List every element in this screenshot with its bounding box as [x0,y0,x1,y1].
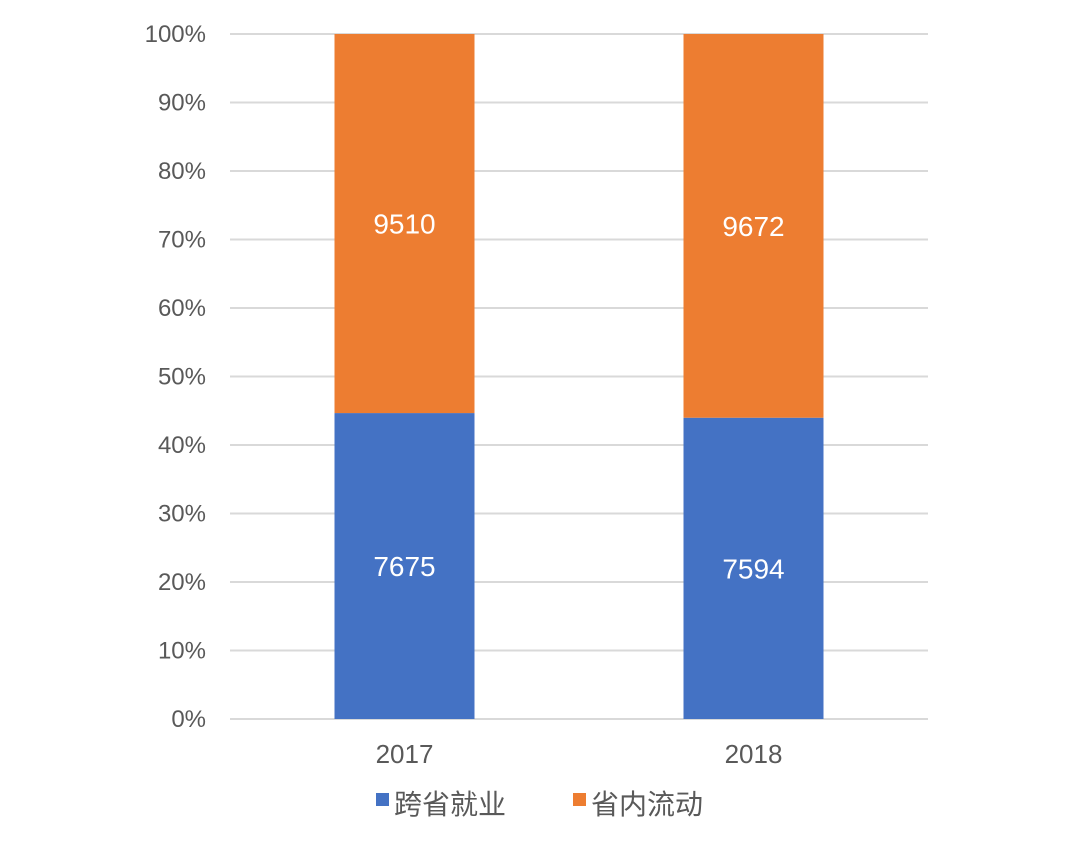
x-category-label: 2017 [376,739,434,769]
x-axis-categories: 2017 2018 [376,739,783,769]
data-labels: 7675 9510 7594 9672 [373,209,784,585]
y-tick-label: 0% [171,706,206,733]
bar-segment [683,417,824,719]
legend-swatch [573,793,586,806]
data-label: 9672 [722,211,784,242]
data-label: 7675 [373,551,435,582]
data-label: 9510 [373,209,435,240]
legend-label: 省内流动 [591,789,703,820]
y-tick-label: 70% [158,227,206,254]
y-tick-label: 20% [158,569,206,596]
y-axis-ticks: 0% 10% 20% 30% 40% 50% 60% 70% 80% 90% 100% [145,21,206,733]
y-tick-label: 10% [158,638,206,665]
legend: 跨省就业 省内流动 [376,789,703,820]
y-tick-label: 100% [145,21,206,48]
y-tick-label: 90% [158,90,206,117]
y-tick-label: 60% [158,295,206,322]
bar-segment [334,413,475,719]
y-tick-label: 50% [158,364,206,391]
x-category-label: 2018 [725,739,783,769]
legend-swatch [376,793,389,806]
bar-segment [334,34,475,414]
bar-segment [683,34,824,418]
bars [334,34,824,719]
data-label: 7594 [722,553,784,584]
y-tick-label: 30% [158,501,206,528]
y-tick-label: 40% [158,432,206,459]
y-tick-label: 80% [158,158,206,185]
legend-label: 跨省就业 [394,789,506,820]
